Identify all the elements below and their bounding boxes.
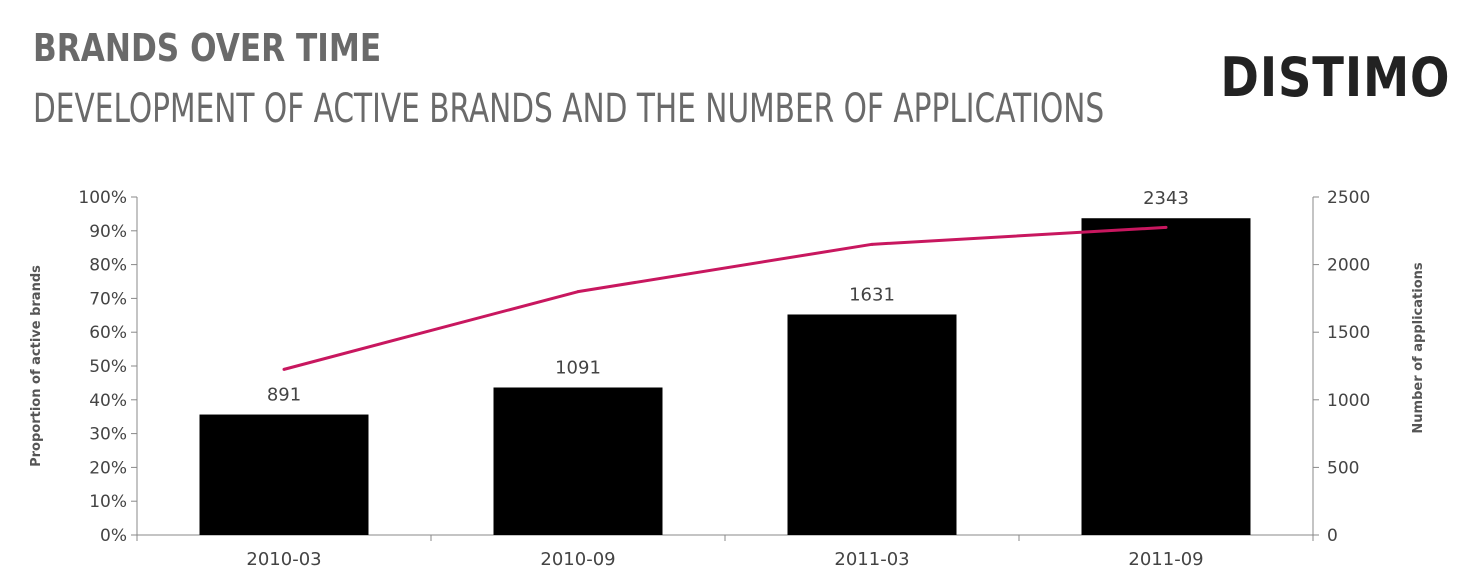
right-tick-label: 1000	[1327, 391, 1370, 411]
line-point	[282, 367, 286, 371]
bar	[787, 314, 957, 535]
right-axis-title: Number of applications	[1411, 262, 1426, 433]
bar-data-label: 891	[267, 385, 301, 406]
left-tick-label: 70%	[89, 289, 127, 309]
bar-data-label: 2343	[1143, 188, 1189, 209]
bar-data-label: 1631	[849, 284, 895, 305]
left-tick-label: 30%	[89, 425, 127, 445]
right-tick-label: 2500	[1327, 188, 1370, 208]
left-tick-label: 80%	[89, 256, 127, 276]
chart-title: BRANDS OVER TIME	[33, 26, 382, 70]
left-tick-label: 50%	[89, 357, 127, 377]
line-point	[576, 290, 580, 294]
x-tick-label: 2011-03	[834, 549, 909, 570]
right-tick-label: 0	[1327, 526, 1338, 546]
left-tick-label: 100%	[78, 188, 127, 208]
bar-data-label: 1091	[555, 357, 601, 378]
left-tick-label: 40%	[89, 391, 127, 411]
line-point	[870, 242, 874, 246]
x-tick-label: 2010-09	[540, 549, 615, 570]
bar	[199, 414, 369, 535]
bar	[493, 387, 663, 535]
x-tick-label: 2011-09	[1128, 549, 1203, 570]
left-tick-label: 20%	[89, 458, 127, 478]
left-tick-label: 60%	[89, 323, 127, 343]
left-tick-label: 90%	[89, 222, 127, 242]
right-tick-label: 2000	[1327, 256, 1370, 276]
distimo-logo: DISTIMO	[1220, 46, 1450, 109]
left-tick-label: 10%	[89, 492, 127, 512]
x-tick-label: 2010-03	[246, 549, 321, 570]
left-axis-title: Proportion of active brands	[29, 265, 44, 467]
right-tick-label: 1500	[1327, 323, 1370, 343]
chart-subtitle: DEVELOPMENT OF ACTIVE BRANDS AND THE NUM…	[33, 86, 1105, 132]
right-tick-label: 500	[1327, 458, 1359, 478]
left-tick-label: 0%	[100, 526, 127, 546]
line-point	[1164, 225, 1168, 229]
line-series	[283, 225, 1167, 371]
bar	[1081, 218, 1251, 536]
